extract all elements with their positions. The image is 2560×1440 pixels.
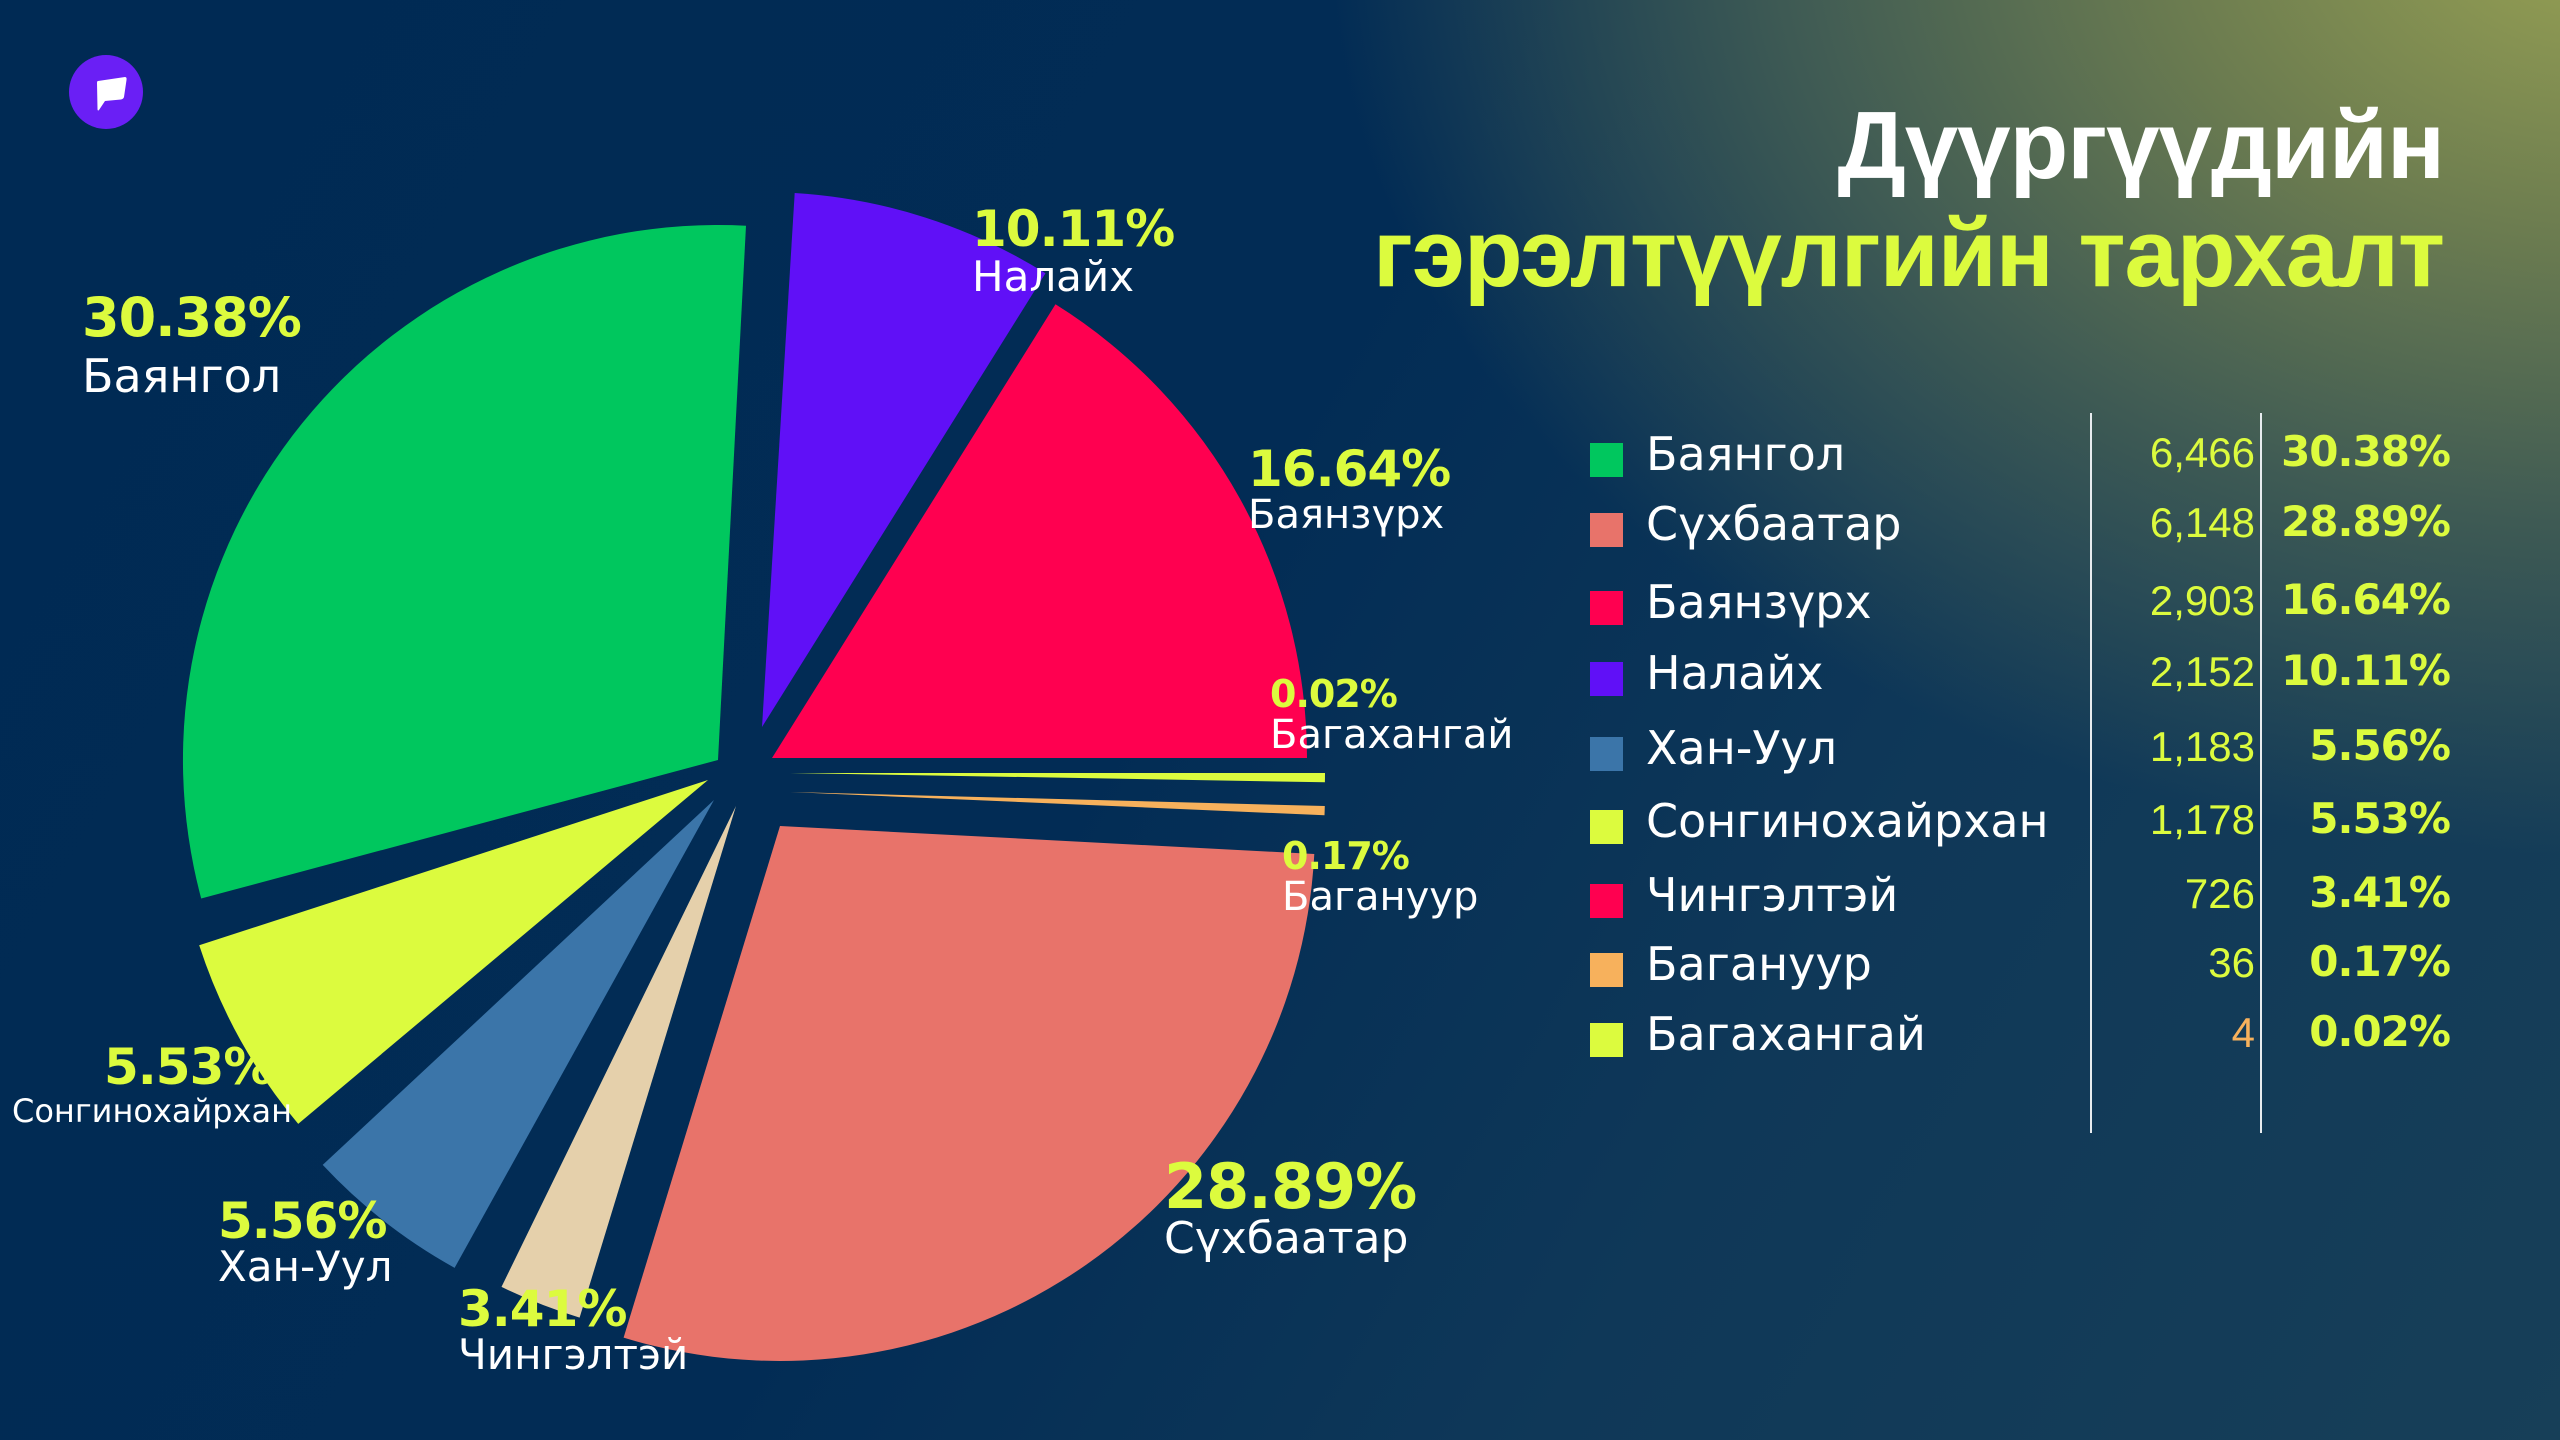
pie-slice-bayangol bbox=[182, 224, 746, 899]
legend-swatch bbox=[1590, 884, 1623, 918]
chat-bubble-icon bbox=[97, 77, 127, 111]
pie-slice-nalaikh bbox=[762, 193, 1046, 727]
legend-value: 6,148 bbox=[2149, 499, 2255, 546]
legend-swatch bbox=[1590, 591, 1623, 625]
legend-value: 2,152 bbox=[2149, 648, 2255, 695]
legend-row: Чингэлтэй 726 3.41% bbox=[1590, 854, 2451, 922]
pie-label-khan-uul: 5.56% Хан-Уул bbox=[218, 1192, 393, 1291]
legend-row: Багануур 36 0.17% bbox=[1590, 923, 2451, 991]
pie-label-bagakhangai: 0.02% Багахангай bbox=[1270, 672, 1514, 758]
legend-percent: 5.53% bbox=[2309, 794, 2451, 843]
legend-percent: 0.17% bbox=[2309, 937, 2451, 986]
legend-swatch bbox=[1590, 662, 1623, 696]
pie-label-chingeltei: 3.41% Чингэлтэй bbox=[458, 1280, 689, 1379]
pie-slice-bagakhangai bbox=[790, 773, 1325, 783]
legend-swatch bbox=[1590, 1023, 1623, 1057]
legend-name: Хан-Уул bbox=[1646, 721, 1838, 775]
legend-percent: 0.02% bbox=[2309, 1007, 2451, 1056]
legend-name: Багануур bbox=[1646, 937, 1872, 991]
legend-swatch bbox=[1590, 953, 1623, 987]
legend-percent: 5.56% bbox=[2309, 721, 2451, 770]
pie-label-sukhbaatar: 28.89% Сүхбаатар bbox=[1164, 1150, 1417, 1264]
legend-swatch bbox=[1590, 737, 1623, 771]
legend-name: Чингэлтэй bbox=[1646, 868, 1899, 922]
legend-name: Сонгинохайрхан bbox=[1646, 794, 2049, 848]
legend-value: 4 bbox=[2231, 1009, 2255, 1056]
pie-slice-chingeltei bbox=[501, 806, 736, 1318]
legend-value: 2,903 bbox=[2149, 577, 2255, 624]
pie-label-baganuur: 0.17% Багануур bbox=[1282, 834, 1479, 920]
legend-name: Багахангай bbox=[1646, 1007, 1926, 1061]
pie-slice-khan-uul bbox=[322, 800, 714, 1268]
legend-percent: 10.11% bbox=[2281, 646, 2451, 695]
legend-row: Баянгол 6,466 30.38% bbox=[1590, 413, 2451, 481]
legend-name: Налайх bbox=[1646, 646, 1824, 700]
legend-percent: 30.38% bbox=[2281, 427, 2451, 476]
title-line-1: Дүүргүүдийн bbox=[1837, 92, 2445, 199]
pie-slice-baganuur bbox=[790, 792, 1325, 816]
legend-value: 726 bbox=[2184, 870, 2255, 917]
legend-row: Сүхбаатар 6,148 28.89% bbox=[1590, 483, 2451, 551]
title-line-2: гэрэлтүүлгийн тархалт bbox=[1373, 200, 2445, 307]
legend-percent: 3.41% bbox=[2309, 868, 2451, 917]
pie-chart bbox=[182, 193, 1325, 1361]
page-title: Дүүргүүдийн гэрэлтүүлгийн тархалт bbox=[1373, 92, 2445, 308]
legend-value: 6,466 bbox=[2149, 429, 2255, 476]
legend-swatch bbox=[1590, 810, 1623, 844]
legend-swatch bbox=[1590, 443, 1623, 477]
legend-value: 1,178 bbox=[2149, 796, 2255, 843]
legend-row: Налайх 2,152 10.11% bbox=[1590, 632, 2451, 700]
brand-logo bbox=[69, 55, 143, 129]
legend-row: Хан-Уул 1,183 5.56% bbox=[1590, 707, 2451, 775]
pie-slice-bayanzurkh bbox=[772, 304, 1307, 758]
pie-label-songinokhairkhan: 5.53% Сонгинохайрхан bbox=[12, 1038, 293, 1130]
pie-slice-songinokhairkhan bbox=[199, 780, 708, 1124]
pie-label-bayanzurkh: 16.64% Баянзүрх bbox=[1248, 440, 1451, 538]
legend-swatch bbox=[1590, 513, 1623, 547]
legend-row: Сонгинохайрхан 1,178 5.53% bbox=[1590, 780, 2451, 848]
legend-row: Багахангай 4 0.02% bbox=[1590, 993, 2451, 1061]
pie-label-bayangol: 30.38% Баянгол bbox=[82, 286, 302, 403]
legend-divider-1 bbox=[2090, 413, 2092, 1133]
legend-value: 36 bbox=[2208, 939, 2255, 986]
legend-row: Баянзүрх 2,903 16.64% bbox=[1590, 561, 2451, 629]
legend-name: Баянзүрх bbox=[1646, 575, 1872, 629]
legend-percent: 16.64% bbox=[2281, 575, 2451, 624]
legend-value: 1,183 bbox=[2149, 723, 2255, 770]
pie-slice-sukhbaatar bbox=[623, 826, 1315, 1361]
legend-divider-2 bbox=[2260, 413, 2262, 1133]
legend-percent: 28.89% bbox=[2281, 497, 2451, 546]
pie-label-nalaikh: 10.11% Налайх bbox=[972, 200, 1175, 301]
legend-name: Баянгол bbox=[1646, 427, 1846, 481]
legend-name: Сүхбаатар bbox=[1646, 497, 1902, 551]
